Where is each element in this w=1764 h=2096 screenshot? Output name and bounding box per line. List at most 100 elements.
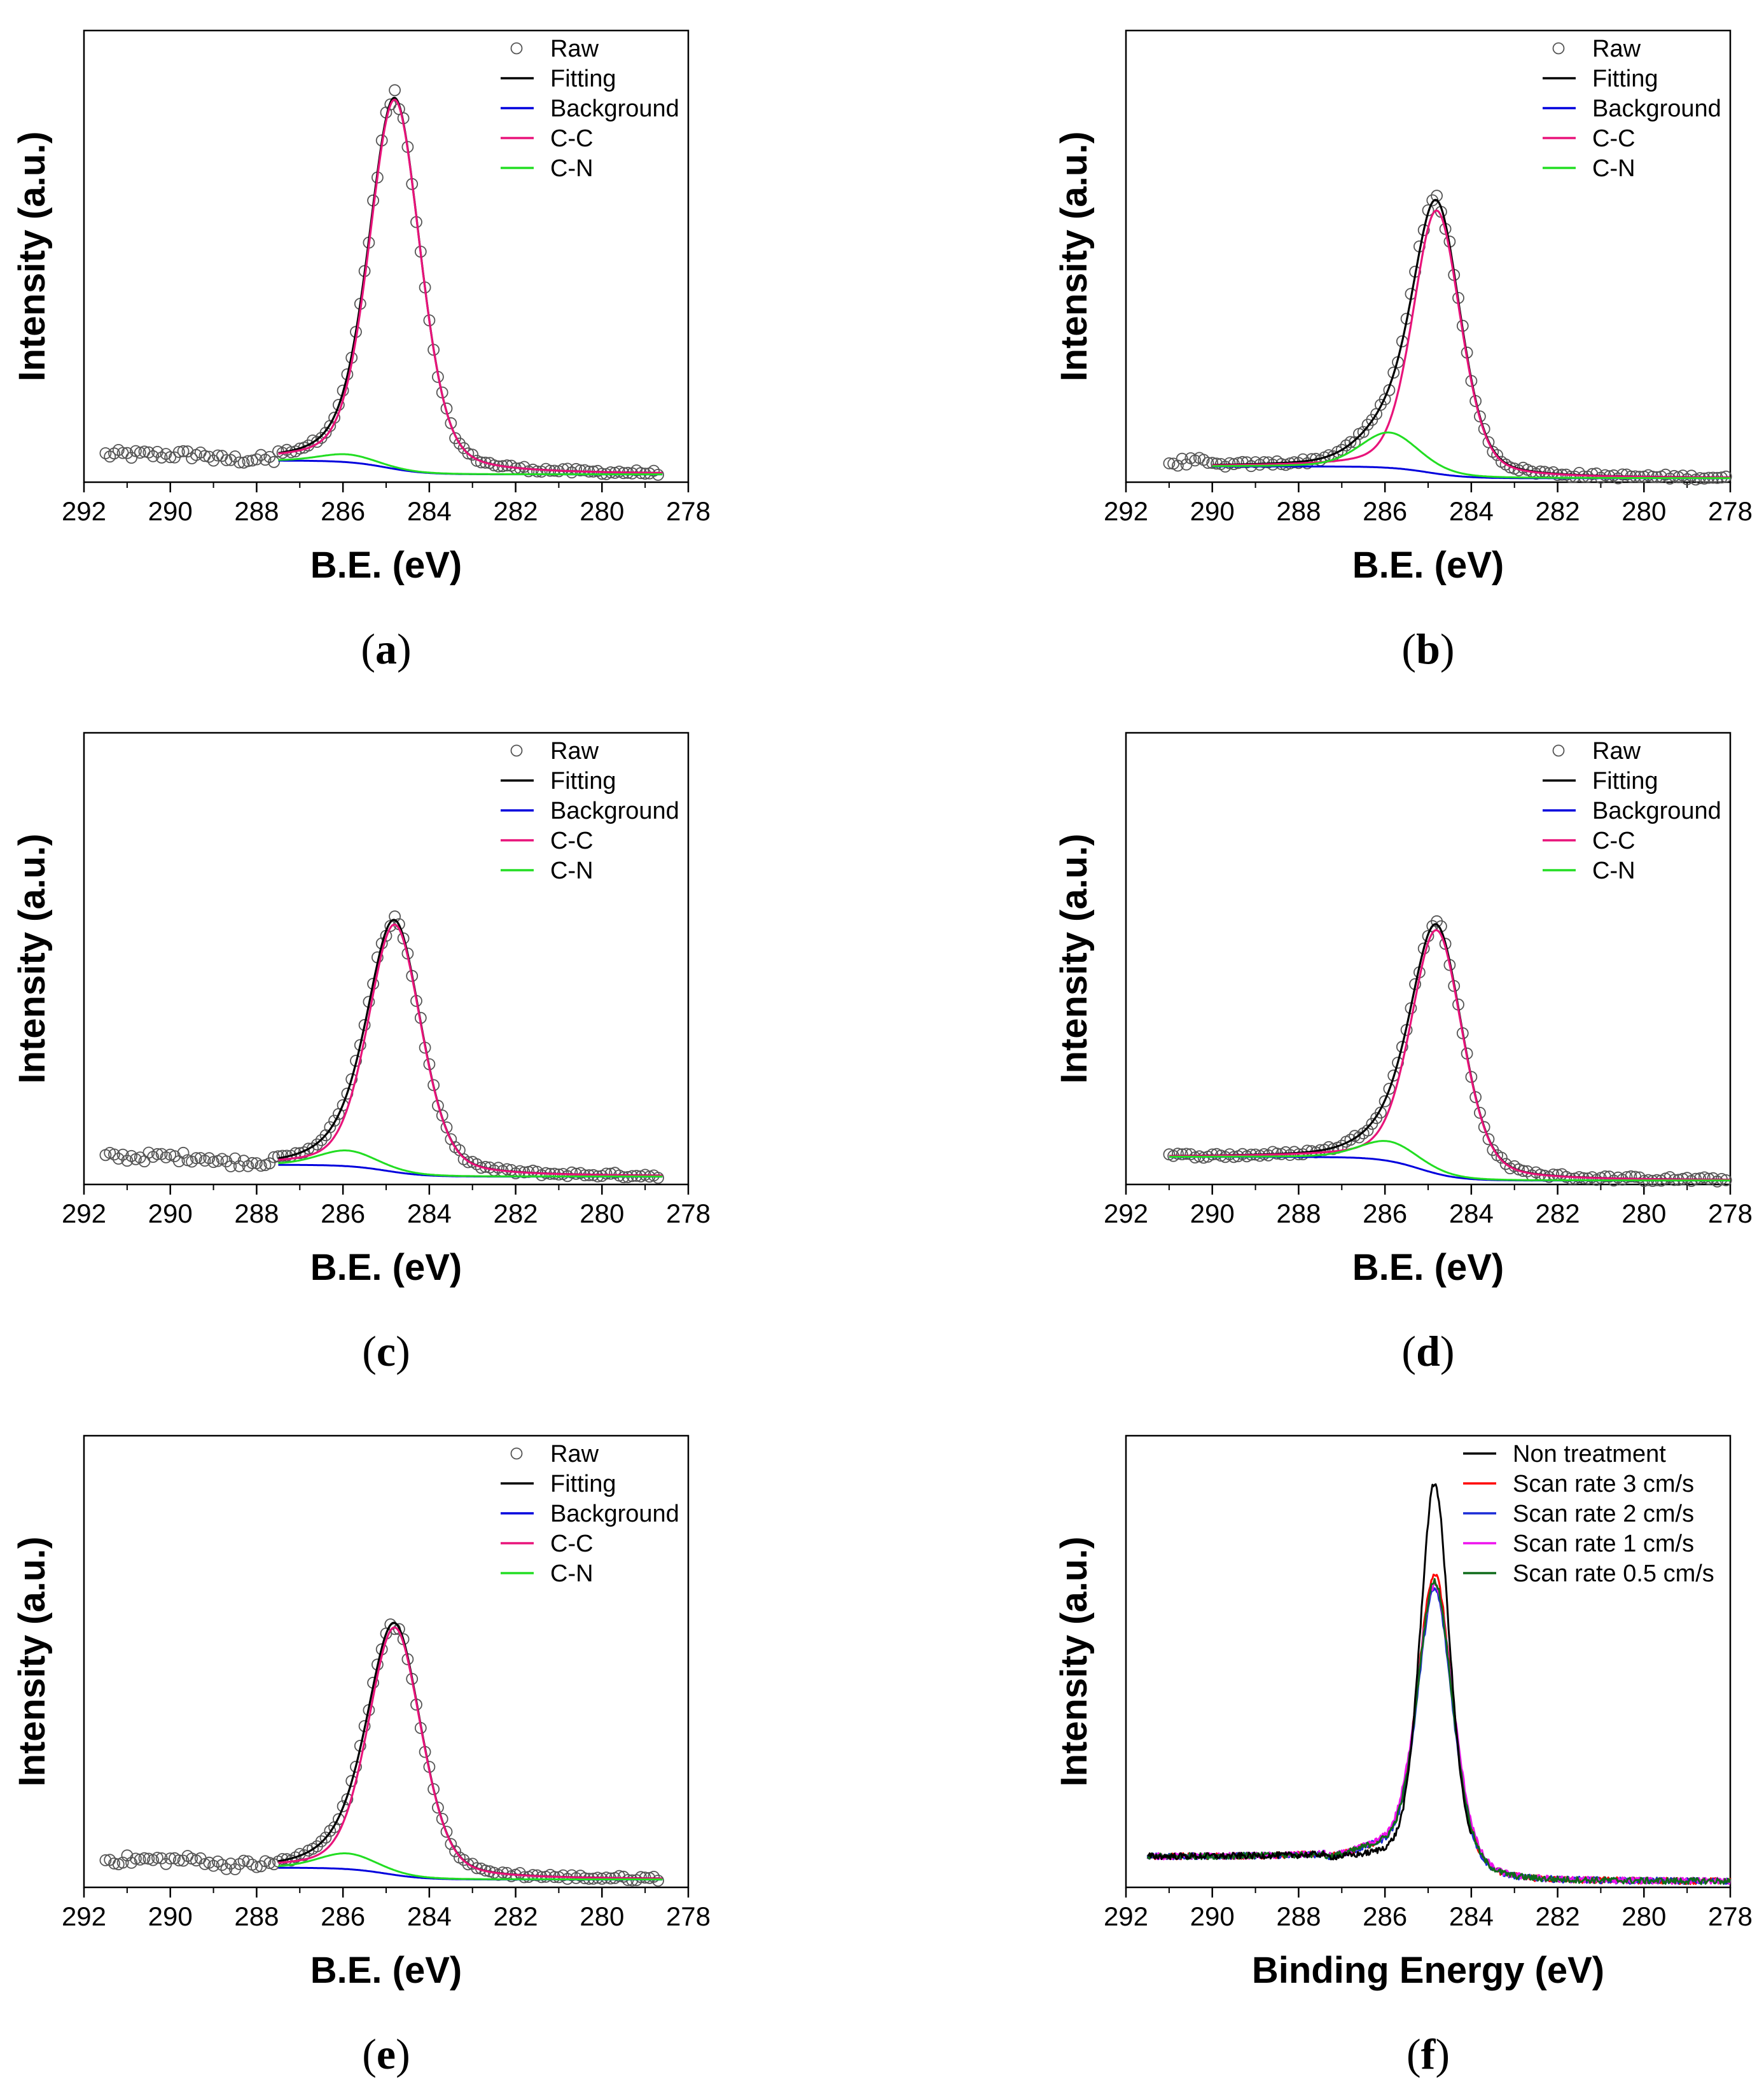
legend-label-background: Background: [550, 1501, 679, 1527]
legend-label-background: Background: [1592, 95, 1721, 122]
legend-label-background: Background: [1592, 798, 1721, 824]
raw-point: [207, 1156, 220, 1169]
x-tick-label: 284: [1449, 1198, 1494, 1228]
raw-point: [462, 447, 475, 460]
raw-point: [1172, 1148, 1184, 1160]
x-tick-label: 284: [1449, 1901, 1494, 1931]
raw-point: [648, 1870, 660, 1883]
x-tick-label: 282: [1536, 496, 1580, 526]
x-tick-label: 288: [1276, 1198, 1321, 1228]
raw-point: [246, 1156, 259, 1169]
raw-point: [1495, 1151, 1508, 1164]
raw-point: [445, 417, 457, 429]
legend: Raw Fitting Background C-C C-N: [501, 36, 679, 182]
y-axis-label: Intensity (a.u.): [1053, 833, 1095, 1083]
raw-point: [1487, 445, 1499, 458]
panel-caption: (f): [1406, 2030, 1450, 2078]
raw-point: [1163, 457, 1176, 469]
x-tick-label: 292: [62, 1198, 106, 1228]
x-tick-label: 288: [1276, 1901, 1321, 1931]
panel-b: 292 290 288 286 284 282 280 278 B.E. (eV) Intensi…: [1053, 29, 1753, 586]
raw-point: [1344, 1134, 1357, 1146]
x-tick-label: 288: [1276, 496, 1321, 526]
raw-point: [268, 455, 281, 468]
raw-point: [1634, 1171, 1646, 1184]
y-axis-label: Intensity (a.u.): [11, 131, 53, 381]
panel-caption: (a): [361, 625, 411, 673]
panel-caption: (b): [1401, 625, 1454, 673]
raw-point: [604, 1167, 617, 1180]
legend-label-cc: C-C: [550, 1530, 594, 1557]
raw-point: [147, 450, 160, 462]
x-tick-label: 278: [1708, 1901, 1753, 1931]
panel-d: 292 290 288 286 284 282 280 278 B.E. (eV) Intensi…: [1053, 732, 1753, 1288]
raw-point: [190, 1152, 202, 1164]
background-curve: [1169, 1156, 1730, 1182]
panel-caption: (d): [1401, 1327, 1454, 1375]
raw-point: [1499, 1158, 1512, 1170]
legend: Raw Fitting Background C-C C-N: [1543, 738, 1721, 884]
cn-curve: [1212, 431, 1730, 480]
raw-point: [138, 1852, 151, 1864]
raw-point: [358, 1019, 371, 1031]
raw-point: [397, 932, 410, 945]
panel-a: 292 290 288 286 284 282 280 278 B.E. (eV) Intensi…: [11, 29, 711, 586]
legend-label-fitting: Fitting: [550, 768, 616, 795]
raw-point: [121, 1849, 134, 1862]
y-axis-label: Intensity (a.u.): [1053, 1536, 1095, 1786]
x-tick-label: 292: [62, 1901, 106, 1931]
x-axis-label: B.E. (eV): [310, 1247, 462, 1288]
raw-point: [172, 446, 185, 458]
legend-label-0: Non treatment: [1513, 1441, 1666, 1468]
legend-marker-raw: [510, 1447, 523, 1460]
x-tick-label: 284: [1449, 496, 1494, 526]
x-tick-label: 292: [1104, 496, 1148, 526]
series-line-4: [1146, 1578, 1732, 1885]
legend-label-fitting: Fitting: [550, 66, 616, 92]
series-line-1: [1146, 1573, 1732, 1885]
series-line-0: [1147, 1483, 1473, 1861]
raw-point: [203, 1152, 216, 1165]
raw-point: [345, 1073, 358, 1085]
fitting-curve: [1212, 198, 1730, 479]
legend-marker-raw: [1552, 744, 1565, 757]
x-tick-label: 286: [321, 496, 365, 526]
raw-point: [462, 1156, 475, 1169]
x-axis-label: B.E. (eV): [1352, 545, 1504, 586]
raw-point: [263, 1157, 276, 1170]
x-tick-label: 280: [1622, 496, 1666, 526]
legend-label-cc: C-C: [550, 828, 594, 854]
raw-point: [1202, 457, 1214, 469]
x-tick-label: 278: [666, 1198, 711, 1228]
raw-point: [246, 454, 259, 467]
legend: Raw Fitting Background C-C C-N: [501, 738, 679, 884]
legend: Raw Fitting Background C-C C-N: [501, 1441, 679, 1587]
raw-point: [108, 1857, 120, 1870]
raw-point: [151, 1852, 163, 1864]
x-tick-label: 282: [494, 1198, 538, 1228]
raw-point: [229, 450, 241, 462]
fitting-curve: [278, 97, 663, 474]
raw-point: [142, 446, 155, 459]
raw-point: [121, 1155, 134, 1167]
raw-point: [427, 1783, 440, 1796]
raw-point: [350, 1760, 362, 1773]
raw-point: [1620, 1171, 1633, 1183]
raw-point: [216, 1859, 228, 1871]
raw-point: [99, 447, 112, 459]
legend-label-fitting: Fitting: [1592, 66, 1658, 92]
raw-point: [1616, 468, 1629, 481]
legend: Non treatment Scan rate 3 cm/s Scan rate 2…: [1463, 1441, 1714, 1587]
raw-point: [1240, 456, 1253, 469]
raw-point: [1478, 1121, 1490, 1134]
panel-caption: (e): [362, 2030, 410, 2078]
legend-label-4: Scan rate 0.5 cm/s: [1513, 1560, 1714, 1587]
raw-point: [389, 84, 401, 97]
raw-point: [181, 445, 194, 458]
y-axis-label: Intensity (a.u.): [11, 833, 53, 1083]
raw-point: [225, 454, 237, 466]
cc-curve: [1212, 209, 1730, 479]
x-tick-label: 278: [1708, 496, 1753, 526]
legend-marker-raw: [1552, 42, 1565, 55]
